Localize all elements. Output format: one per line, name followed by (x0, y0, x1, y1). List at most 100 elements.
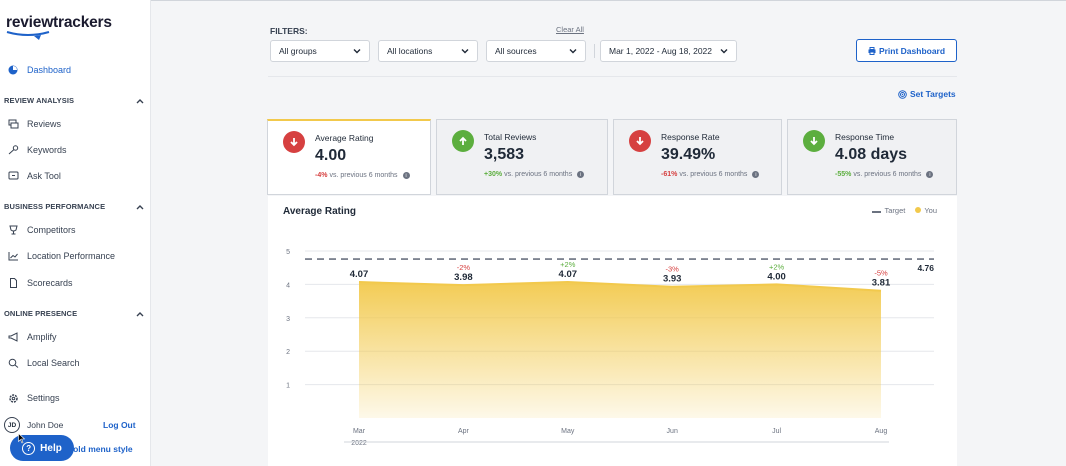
date-range-select[interactable]: Mar 1, 2022 - Aug 18, 2022 (600, 40, 737, 62)
you-series-line (358, 281, 882, 292)
chevron-down-icon (461, 49, 469, 54)
section-online-presence[interactable]: ONLINE PRESENCE (4, 309, 144, 318)
help-button[interactable]: ? Help (10, 435, 74, 461)
sidebar-item-local-search[interactable]: Local Search (0, 353, 150, 373)
change-label: -5% (874, 269, 888, 278)
chevron-up-icon (136, 98, 144, 103)
kpi-title: Response Time (835, 132, 895, 142)
megaphone-icon (7, 331, 19, 343)
chart-legend: Target You (872, 206, 937, 215)
change-label: +2% (769, 262, 785, 271)
locations-select[interactable]: All locations (378, 40, 478, 62)
kpi-title: Average Rating (315, 133, 374, 143)
kpi-delta: -61% vs. previous 6 months i (661, 171, 760, 178)
arrow-up-icon (452, 130, 474, 152)
y-tick-label: 4 (286, 282, 290, 289)
mouse-cursor-icon (18, 433, 25, 444)
legend-you[interactable]: You (915, 206, 937, 215)
clear-all-link[interactable]: Clear All (556, 25, 584, 34)
change-label: -3% (666, 265, 680, 274)
logout-link[interactable]: Log Out (103, 420, 136, 430)
kpi-value: 4.00 (315, 147, 347, 164)
kpi-card-total-reviews[interactable]: Total Reviews 3,583 +30% vs. previous 6 … (436, 119, 608, 195)
year-label: 2022 (351, 440, 367, 447)
section-business-performance[interactable]: BUSINESS PERFORMANCE (4, 202, 144, 211)
filters-label: FILTERS: (270, 26, 308, 36)
help-icon: ? (22, 441, 36, 455)
chat-icon (7, 170, 19, 182)
data-label: 4.00 (767, 271, 786, 282)
chevron-down-icon (569, 49, 577, 54)
kpi-title: Response Rate (661, 132, 720, 142)
dashboard-icon (7, 64, 19, 76)
user-name: John Doe (27, 420, 64, 430)
logo-swoosh-icon (6, 31, 50, 40)
sidebar-item-competitors[interactable]: Competitors (0, 220, 150, 240)
kpi-card-response-rate[interactable]: Response Rate 39.49% -61% vs. previous 6… (613, 119, 782, 195)
data-label: 3.93 (663, 274, 682, 285)
sidebar-item-location-performance[interactable]: Location Performance (0, 246, 150, 266)
header-divider (268, 76, 957, 77)
arrow-down-icon (629, 130, 651, 152)
chevron-up-icon (136, 311, 144, 316)
you-series-area (359, 282, 881, 418)
set-targets-link[interactable]: Set Targets (898, 89, 956, 99)
kpi-delta: -55% vs. previous 6 months i (835, 171, 934, 178)
kpi-value: 39.49% (661, 146, 716, 163)
kpi-value: 3,583 (484, 146, 525, 163)
chart-title: Average Rating (283, 206, 356, 217)
sidebar-item-label: Dashboard (27, 65, 72, 75)
trophy-icon (7, 224, 19, 236)
info-icon[interactable]: i (926, 171, 934, 178)
arrow-down-icon (803, 130, 825, 152)
chart-line-icon (7, 250, 19, 262)
gear-icon (7, 392, 19, 404)
chevron-down-icon (353, 49, 361, 54)
sidebar-item-scorecards[interactable]: Scorecards (0, 273, 150, 293)
y-tick-label: 2 (286, 349, 290, 356)
info-icon[interactable]: i (402, 172, 410, 179)
sidebar-item-reviews[interactable]: Reviews (0, 114, 150, 134)
change-label: +2% (560, 260, 576, 269)
sidebar-item-keywords[interactable]: Keywords (0, 140, 150, 160)
x-tick-label: Mar (353, 428, 366, 435)
section-review-analysis[interactable]: REVIEW ANALYSIS (4, 96, 144, 105)
sidebar-item-dashboard[interactable]: Dashboard (0, 60, 150, 80)
data-label: 4.07 (559, 269, 578, 280)
logo[interactable]: reviewtrackers (6, 14, 112, 31)
data-label: 3.81 (872, 278, 891, 289)
filter-divider (594, 44, 595, 58)
kpi-title: Total Reviews (484, 132, 537, 142)
sidebar-item-ask-tool[interactable]: Ask Tool (0, 166, 150, 186)
sidebar-item-amplify[interactable]: Amplify (0, 327, 150, 347)
y-tick-label: 5 (286, 249, 290, 256)
old-menu-style-link[interactable]: e old menu style (66, 444, 133, 454)
chart-panel: Average Rating Target You 1 2 3 4 5 4.76 4.0… (268, 196, 957, 466)
change-label: -2% (457, 263, 471, 272)
x-tick-label: Aug (875, 428, 888, 435)
search-icon (7, 357, 19, 369)
x-tick-label: Jul (772, 428, 781, 435)
groups-select[interactable]: All groups (270, 40, 370, 62)
info-icon[interactable]: i (577, 171, 585, 178)
chevron-up-icon (136, 204, 144, 209)
avatar[interactable]: JD (4, 417, 20, 433)
kpi-card-average-rating[interactable]: Average Rating 4.00 -4% vs. previous 6 m… (267, 119, 431, 195)
sidebar: reviewtrackers Dashboard REVIEW ANALYSIS… (0, 0, 151, 466)
print-dashboard-button[interactable]: Print Dashboard (856, 39, 957, 62)
info-icon[interactable]: i (752, 171, 760, 178)
sidebar-item-settings[interactable]: Settings (0, 388, 150, 408)
legend-target[interactable]: Target (872, 206, 905, 215)
x-tick-label: Apr (458, 428, 470, 435)
chevron-down-icon (720, 49, 728, 54)
target-icon (898, 89, 907, 99)
data-label: 4.07 (350, 269, 369, 280)
top-border (151, 0, 1066, 1)
target-label: 4.76 (917, 263, 934, 273)
arrow-down-icon (283, 131, 305, 153)
sources-select[interactable]: All sources (486, 40, 586, 62)
kpi-card-response-time[interactable]: Response Time 4.08 days -55% vs. previou… (787, 119, 957, 195)
key-icon (7, 144, 19, 156)
document-icon (7, 277, 19, 289)
